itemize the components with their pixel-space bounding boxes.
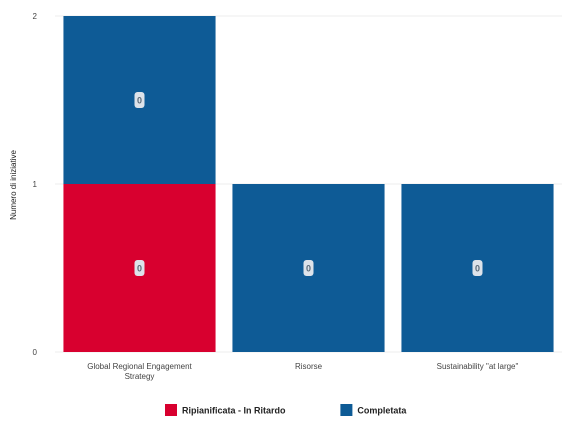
- legend-swatch: [340, 404, 353, 416]
- bar-value-label: 0: [137, 96, 142, 106]
- bar-value-label-bg: [134, 260, 145, 276]
- legend-swatch: [165, 404, 177, 416]
- legend-label: Completata: [357, 406, 407, 416]
- y-axis-ticks: 0 1 2: [33, 12, 38, 357]
- legend: Ripianificata - In Ritardo Completata: [165, 404, 407, 416]
- bar-value-label-bg: [472, 260, 483, 276]
- y-axis-label: Numero di iniziative: [9, 150, 18, 220]
- bar-value-label-bg: [303, 260, 314, 276]
- legend-item: Completata: [340, 404, 407, 416]
- x-category-label: Sustainability "at large": [437, 362, 519, 371]
- bar-value-label: 0: [475, 264, 480, 274]
- bar-value-label: 0: [137, 264, 142, 274]
- bars: 0 0 0 0: [63, 16, 554, 352]
- x-axis-categories: Global Regional Engagement Strategy Risors…: [87, 362, 518, 381]
- bar-value-label-bg: [134, 92, 145, 108]
- bar-value-label: 0: [306, 264, 311, 274]
- y-tick-label: 0: [33, 348, 38, 357]
- y-tick-label: 2: [33, 12, 38, 21]
- legend-label: Ripianificata - In Ritardo: [182, 406, 286, 416]
- x-category-label: Global Regional Engagement Strategy: [87, 362, 192, 381]
- y-tick-label: 1: [33, 180, 38, 189]
- x-category-label: Risorse: [295, 362, 323, 371]
- legend-item: Ripianificata - In Ritardo: [165, 404, 286, 416]
